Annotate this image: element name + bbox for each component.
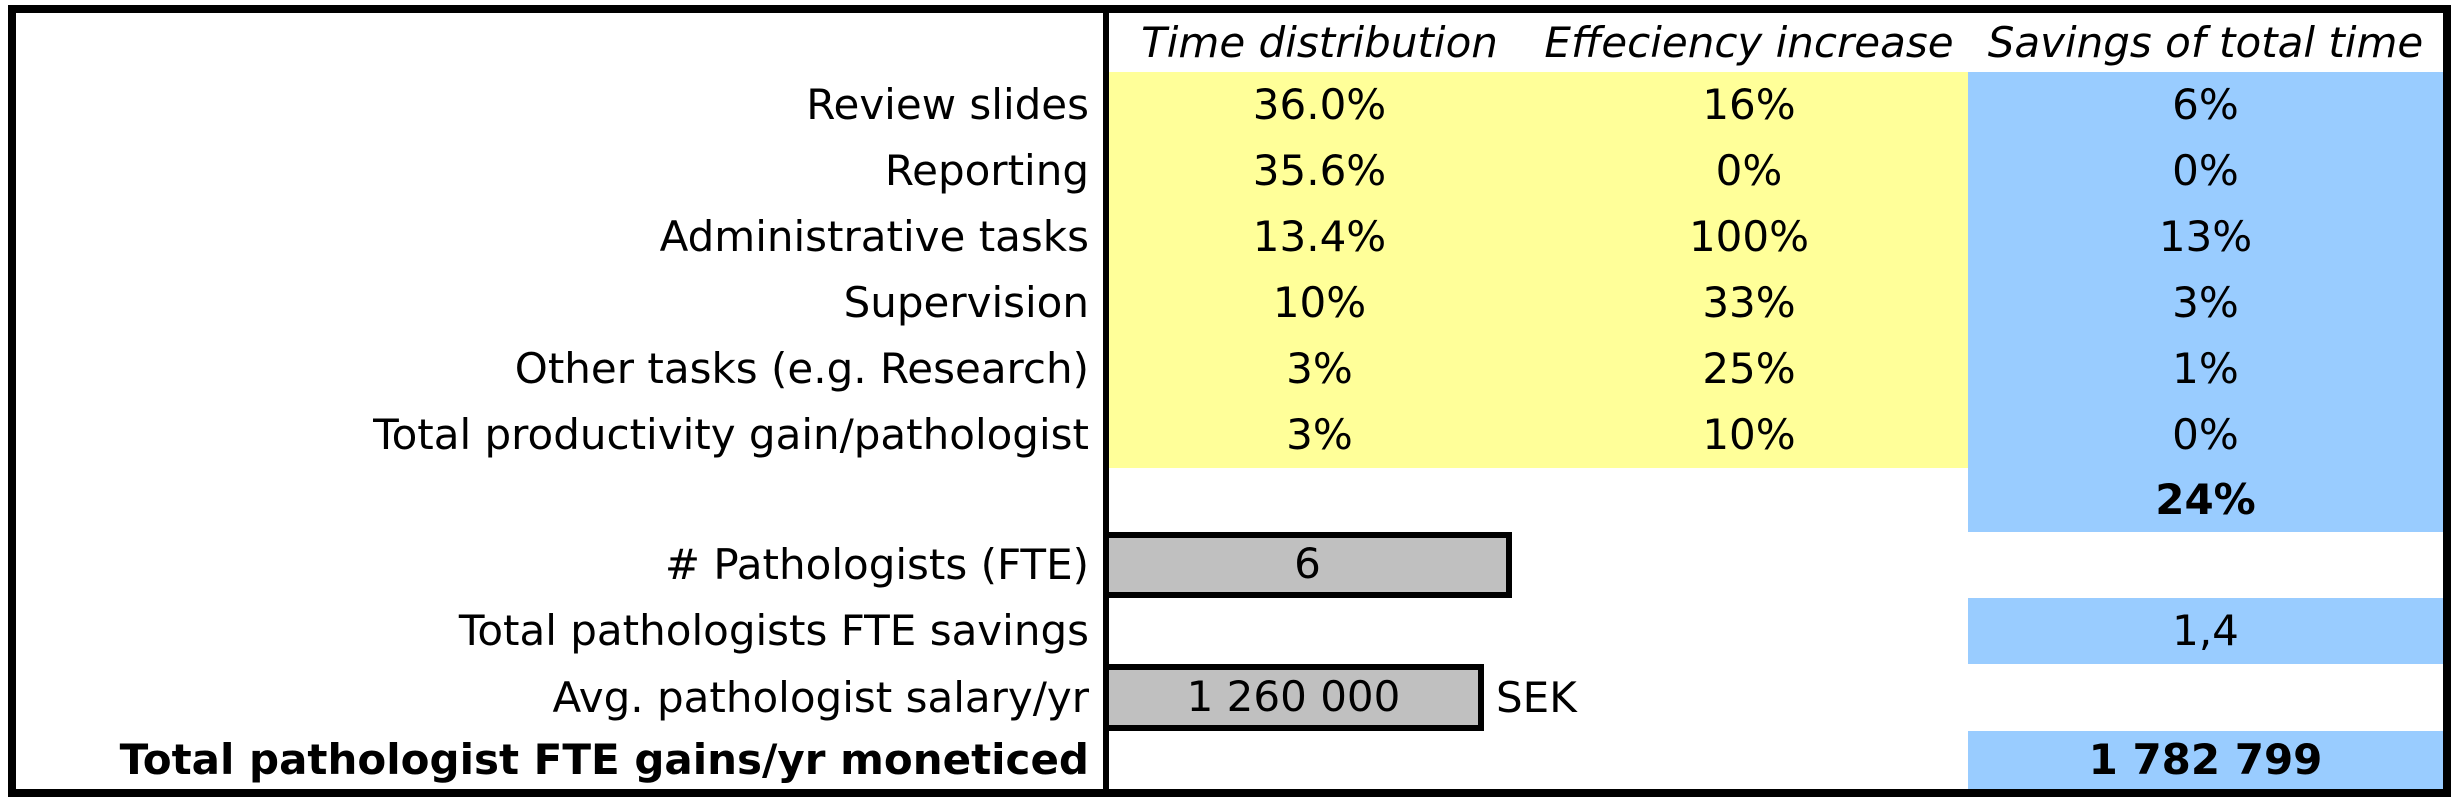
cell-review-slides-time[interactable]: 36.0% bbox=[1252, 80, 1387, 129]
cell-reporting-time[interactable]: 35.6% bbox=[1252, 146, 1387, 195]
row-label-administrative-tasks: Administrative tasks bbox=[659, 212, 1089, 261]
cell-review-slides-efficiency[interactable]: 16% bbox=[1702, 80, 1796, 129]
cell-total-productivity-efficiency[interactable]: 10% bbox=[1702, 410, 1796, 459]
cell-supervision-time[interactable]: 10% bbox=[1272, 278, 1367, 327]
cell-other-tasks-efficiency[interactable]: 25% bbox=[1702, 344, 1796, 393]
cell-monetized-gains: 1 782 799 bbox=[2088, 735, 2323, 784]
row-label-pathologists-fte: # Pathologists (FTE) bbox=[664, 540, 1089, 589]
avg-salary-input[interactable]: 1 260 000 bbox=[1103, 664, 1484, 731]
fte-savings-highlight-block bbox=[1968, 598, 2443, 664]
row-label-reporting: Reporting bbox=[884, 146, 1089, 195]
cell-reporting-savings: 0% bbox=[2172, 146, 2239, 195]
cell-fte-savings: 1,4 bbox=[2172, 606, 2239, 655]
assumptions-highlight-block bbox=[1109, 72, 1968, 468]
cell-total-productivity-time[interactable]: 3% bbox=[1286, 410, 1353, 459]
cell-supervision-efficiency[interactable]: 33% bbox=[1702, 278, 1796, 327]
cell-reporting-efficiency[interactable]: 0% bbox=[1715, 146, 1783, 195]
salary-currency-unit: SEK bbox=[1496, 673, 1577, 722]
row-label-monetized-gains: Total pathologist FTE gains/yr moneticed bbox=[119, 735, 1089, 784]
pathologists-fte-input[interactable]: 6 bbox=[1103, 532, 1512, 598]
cell-review-slides-savings: 6% bbox=[2172, 80, 2239, 129]
column-header-savings-of-total-time: Savings of total time bbox=[1987, 18, 2424, 67]
calculator-table: Time distribution Effeciency increase Sa… bbox=[8, 5, 2451, 797]
cell-administrative-efficiency[interactable]: 100% bbox=[1688, 212, 1810, 261]
column-header-efficiency-increase: Effeciency increase bbox=[1544, 18, 1954, 67]
cell-total-time-savings: 24% bbox=[2155, 475, 2256, 524]
cell-total-productivity-savings: 0% bbox=[2172, 410, 2239, 459]
row-label-fte-savings: Total pathologists FTE savings bbox=[458, 606, 1089, 655]
label-value-divider bbox=[1103, 13, 1109, 789]
row-label-other-tasks: Other tasks (e.g. Research) bbox=[514, 344, 1089, 393]
column-header-time-distribution: Time distribution bbox=[1141, 18, 1498, 67]
monetized-gains-highlight-block bbox=[1968, 731, 2443, 789]
row-label-review-slides: Review slides bbox=[806, 80, 1089, 129]
cell-other-tasks-time[interactable]: 3% bbox=[1286, 344, 1353, 393]
savings-column-highlight-block bbox=[1968, 72, 2443, 532]
row-label-supervision: Supervision bbox=[843, 278, 1089, 327]
cell-administrative-time[interactable]: 13.4% bbox=[1252, 212, 1387, 261]
cell-supervision-savings: 3% bbox=[2172, 278, 2239, 327]
row-label-total-productivity-gain: Total productivity gain/pathologist bbox=[373, 410, 1089, 459]
cell-other-tasks-savings: 1% bbox=[2172, 344, 2239, 393]
row-label-avg-salary: Avg. pathologist salary/yr bbox=[552, 673, 1089, 722]
cell-administrative-savings: 13% bbox=[2158, 212, 2253, 261]
